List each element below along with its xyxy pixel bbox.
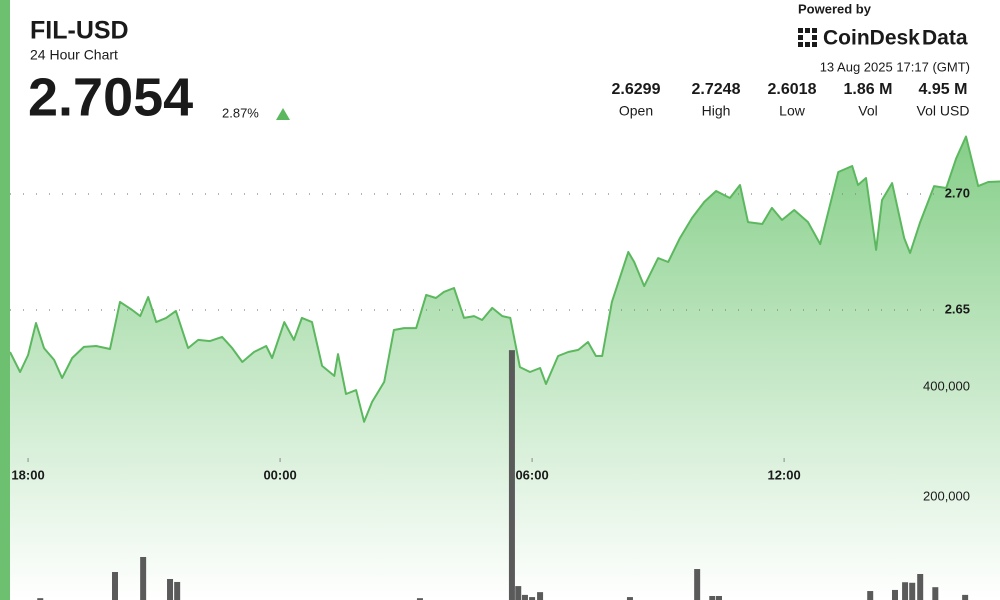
- stat-label: Open: [619, 103, 653, 119]
- price: 2.7054: [28, 67, 193, 127]
- y2-tick-label: 200,000: [923, 488, 970, 503]
- volume-bar: [140, 556, 147, 600]
- title: FIL-USD: [30, 17, 129, 45]
- stat-label: Vol: [858, 103, 877, 119]
- logo-suffix: Data: [922, 27, 968, 50]
- volume-bar: [167, 578, 174, 600]
- price-line: [10, 135, 1000, 423]
- volume-bar: [902, 582, 909, 600]
- x-tick-label: 06:00: [515, 467, 548, 482]
- logo-icon: [798, 28, 817, 47]
- volume-bar: [529, 597, 536, 600]
- volume-bar: [962, 594, 969, 600]
- x-tick-label: 18:00: [11, 467, 44, 482]
- stats: 2.6299 Open 2.7248 High 2.6018 Low 1.86 M Vol 4.…: [612, 81, 970, 118]
- logo-text: CoinDesk: [823, 27, 920, 50]
- volume-bar: [694, 569, 701, 600]
- plot-area: [10, 135, 1000, 600]
- y-tick-label: 2.65: [945, 301, 970, 316]
- volume-bar: [867, 591, 874, 600]
- volume-bar: [932, 587, 939, 600]
- volume-bar: [37, 598, 44, 600]
- powered-by: Powered by: [798, 1, 872, 16]
- volume-bar: [508, 350, 515, 600]
- stat-label: Vol USD: [917, 103, 970, 119]
- up-arrow: [276, 108, 290, 120]
- volume-bar: [416, 598, 423, 600]
- y2-tick-label: 400,000: [923, 378, 970, 393]
- stat-value: 2.7248: [692, 81, 741, 98]
- stat-value: 2.6018: [768, 81, 817, 98]
- volume-bar: [521, 594, 528, 600]
- stat-label: High: [702, 103, 731, 119]
- stat-value: 1.86 M: [844, 81, 893, 98]
- change: 2.87%: [222, 105, 259, 120]
- volume-bar: [716, 595, 723, 600]
- stat-value: 4.95 M: [919, 81, 968, 98]
- x-tick-label: 12:00: [767, 467, 800, 482]
- stat-value: 2.6299: [612, 81, 661, 98]
- y-tick-label: 2.70: [945, 185, 970, 200]
- price-area: [10, 136, 1000, 600]
- subtitle: 24 Hour Chart: [30, 47, 118, 63]
- volume-bar: [174, 581, 181, 600]
- x-tick-label: 00:00: [263, 467, 296, 482]
- volume-bar: [891, 589, 898, 600]
- volume-bar: [626, 597, 633, 600]
- accent-bar: [0, 0, 10, 600]
- volume-bar: [515, 586, 522, 600]
- stat-label: Low: [779, 103, 806, 119]
- volume-bar: [112, 572, 119, 600]
- volume-bar: [537, 592, 544, 600]
- volume-bar: [917, 573, 924, 600]
- volume-bar: [709, 595, 716, 600]
- volume-bar: [909, 582, 916, 600]
- timestamp: 13 Aug 2025 17:17 (GMT): [820, 59, 970, 74]
